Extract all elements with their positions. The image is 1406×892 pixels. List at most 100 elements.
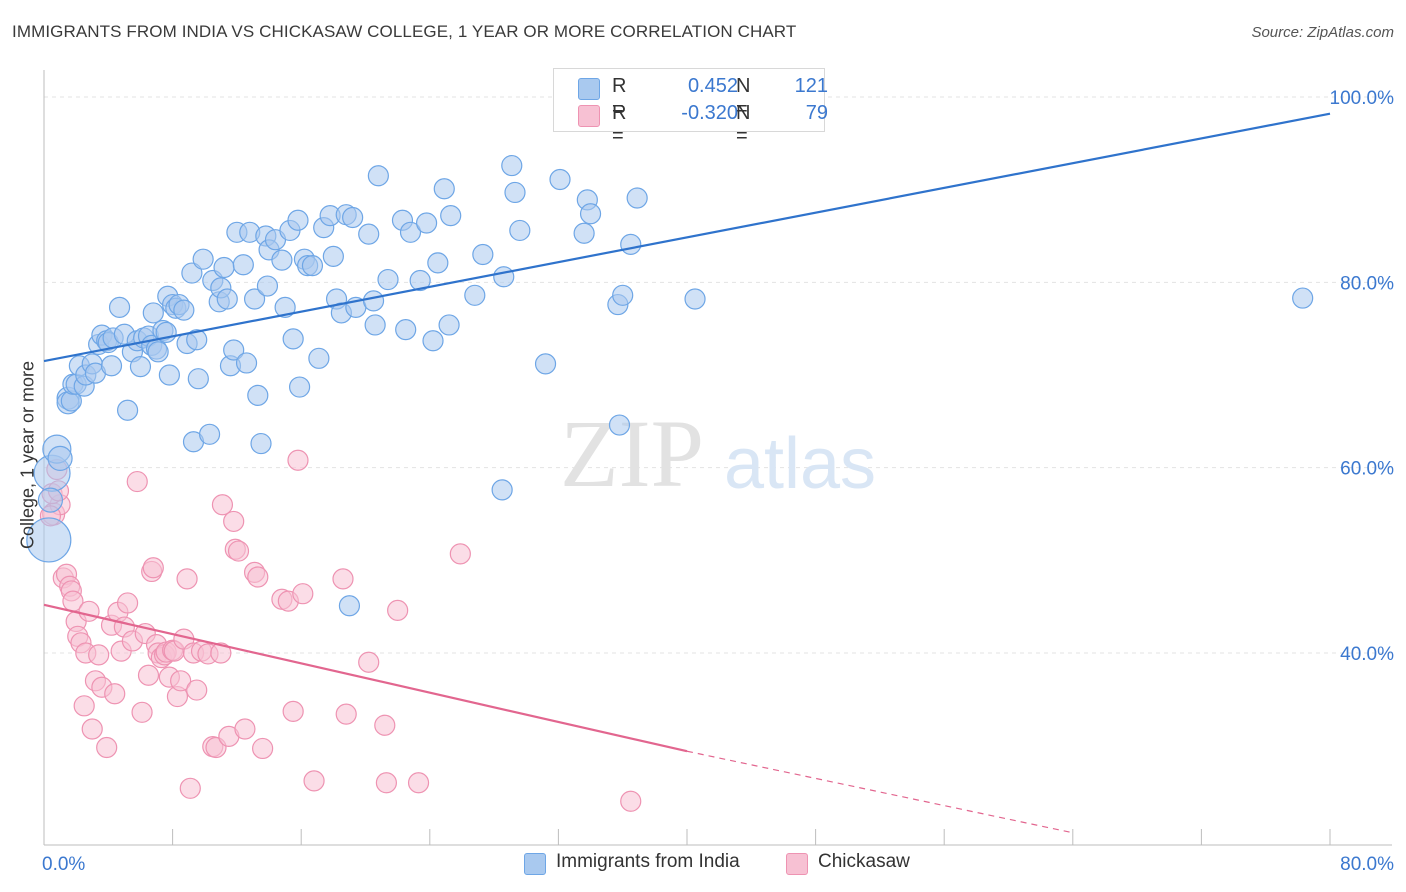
india-point <box>338 595 361 617</box>
india-point <box>116 399 139 421</box>
y-tick-label: 80.0% <box>1340 273 1394 294</box>
india-point <box>358 223 380 245</box>
chickasaw-point <box>282 700 304 722</box>
legend-n-label: N = <box>736 75 751 120</box>
india-point <box>247 384 269 406</box>
trend-lines <box>43 112 1331 834</box>
india-point <box>213 256 235 279</box>
chickasaw-point <box>303 770 325 792</box>
india-point <box>256 275 279 297</box>
india-point <box>493 266 515 288</box>
india-point <box>271 249 293 271</box>
legend-r-value: 0.452 <box>687 75 738 97</box>
chickasaw-point <box>137 664 160 686</box>
bottom-legend-swatch-chickasaw <box>786 853 808 875</box>
india-point <box>364 314 386 336</box>
chickasaw-point <box>247 566 269 588</box>
chickasaw-point <box>142 557 164 579</box>
india-point <box>308 347 330 369</box>
india-point <box>620 233 642 255</box>
chickasaw-point <box>210 642 232 664</box>
x-tick-label: 80.0% <box>1340 854 1394 875</box>
chickasaw-point <box>374 714 396 736</box>
chickasaw-point <box>292 583 314 605</box>
chickasaw-point <box>234 718 256 740</box>
watermark-zip: ZIP <box>560 400 704 507</box>
india-point <box>362 290 385 312</box>
india-point <box>282 328 304 350</box>
chart-title: IMMIGRANTS FROM INDIA VS CHICKASAW COLLE… <box>12 22 797 41</box>
india-point <box>377 268 399 291</box>
chickasaw-point <box>287 449 309 471</box>
chickasaw-point <box>227 540 250 562</box>
y-tick-label: 60.0% <box>1340 459 1394 480</box>
chickasaw-point <box>186 679 208 701</box>
india-point <box>37 487 64 513</box>
y-tick-label: 40.0% <box>1340 644 1394 665</box>
india-point <box>158 364 180 386</box>
chart-source: Source: ZipAtlas.com <box>1251 24 1394 41</box>
india-point <box>491 479 513 501</box>
chickasaw-point <box>170 670 192 692</box>
india-point <box>367 165 389 187</box>
chickasaw-point <box>73 695 95 717</box>
legend-swatch-india <box>578 78 600 100</box>
chickasaw-point <box>131 701 153 723</box>
india-point <box>250 432 272 455</box>
chickasaw-point <box>449 543 471 565</box>
legend-r-value: -0.320 <box>681 102 738 124</box>
legend-n-label: N = <box>736 102 751 147</box>
chickasaw-point <box>104 683 126 705</box>
legend-box: R = 0.452 N = 121 R = -0.320 N = 79 <box>553 68 828 147</box>
chickasaw-point <box>223 510 245 533</box>
legend-swatch-chickasaw <box>578 105 600 127</box>
india-point <box>232 254 254 276</box>
x-tick-label: 0.0% <box>42 854 85 875</box>
india-point <box>438 314 460 336</box>
chickasaw-point <box>96 736 118 759</box>
india-point <box>108 296 131 318</box>
india-point <box>573 222 595 244</box>
india-point <box>440 205 462 227</box>
india-point <box>549 168 571 191</box>
india-point <box>129 356 152 378</box>
chickasaw-point <box>335 703 357 725</box>
india-point <box>274 296 296 318</box>
watermark: ZIP atlas <box>560 400 876 507</box>
bottom-legend-label-chickasaw: Chickasaw <box>818 851 910 872</box>
legend-n-value: 121 <box>794 75 828 97</box>
india-point <box>186 329 208 351</box>
chickasaw-point <box>252 737 274 760</box>
india-point <box>612 284 634 306</box>
india-point <box>399 221 422 243</box>
india-point <box>235 352 258 374</box>
legend-n-value: 79 <box>805 102 828 124</box>
chickasaw-trend-line <box>43 603 688 753</box>
india-point <box>243 288 266 310</box>
chickasaw-point <box>407 772 430 794</box>
india-point <box>301 255 324 277</box>
chickasaw-point <box>81 718 103 740</box>
chickasaw-point <box>358 651 380 673</box>
india-point <box>342 206 364 229</box>
y-tick-label: 100.0% <box>1330 88 1395 109</box>
india-point <box>626 187 648 209</box>
india-point <box>216 288 238 310</box>
chickasaw-points <box>39 449 642 812</box>
chickasaw-point <box>88 644 110 666</box>
x-tick-labels: 0.0% 80.0% <box>42 854 1394 875</box>
india-point <box>422 330 444 352</box>
india-point <box>322 245 344 267</box>
india-point <box>100 355 123 377</box>
india-point <box>579 203 602 225</box>
india-point <box>501 154 523 177</box>
india-point <box>181 262 203 284</box>
india-point <box>192 248 214 270</box>
india-point <box>223 339 245 361</box>
india-point <box>472 243 494 266</box>
chickasaw-point <box>332 568 354 590</box>
y-tick-labels: 40.0% 60.0% 80.0% 100.0% <box>1330 88 1395 665</box>
bottom-legend-label-india: Immigrants from India <box>556 851 740 872</box>
bottom-legend-swatch-india <box>524 853 546 875</box>
